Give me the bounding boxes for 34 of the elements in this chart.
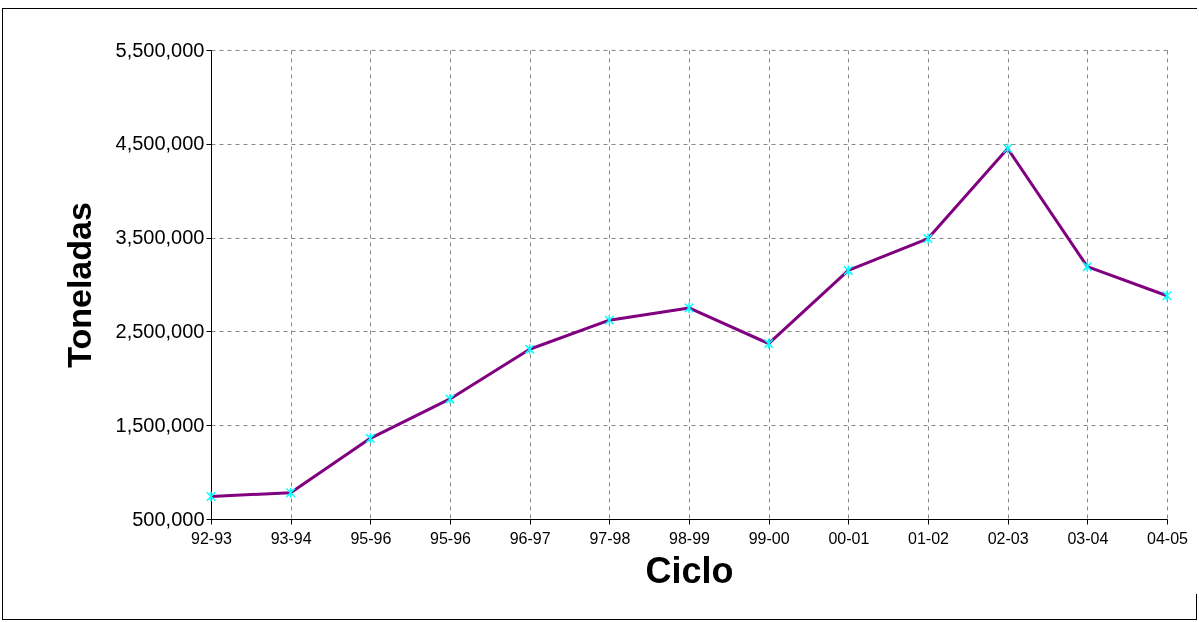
point [206,490,216,503]
x-tick-label: 04-05 [1147,529,1189,547]
y-tick-label: 4,500,000 [115,132,205,155]
x-tick-label: 97-98 [589,529,631,547]
y-tick-label: 2,500,000 [115,319,205,342]
point [285,486,296,499]
y-axis-title: Toneladas [59,202,98,368]
x-tick-label: 01-02 [908,529,950,547]
y-tick-label: 3,500,000 [115,226,205,249]
x-tick-label: 92-93 [191,529,233,547]
x-tick-label: 93-94 [270,529,312,547]
x-tick-label: 00-01 [828,529,870,547]
point [843,264,854,277]
x-tick-label: 95-96 [350,529,392,547]
point [684,302,694,314]
x-tick-label: 98-99 [669,529,711,547]
y-tick-label: 5,500,000 [115,38,205,61]
x-tick-label: 99-00 [748,529,790,547]
x-tick-label: 95-96 [430,529,472,547]
y-tick-label: 500,000 [132,507,205,530]
y-tick-label: 1,500,000 [115,413,205,436]
x-tick-label: 96-97 [509,529,551,547]
point [1002,142,1013,155]
point [763,337,774,350]
x-tick-label: 03-04 [1067,529,1109,547]
x-tick-label: 02-03 [987,529,1029,547]
point [365,432,376,445]
point [1162,289,1172,302]
point [445,393,455,405]
point [1082,260,1093,273]
x-axis-title: Ciclo [645,549,734,591]
point [604,314,615,326]
point [923,232,933,245]
point [524,343,535,355]
